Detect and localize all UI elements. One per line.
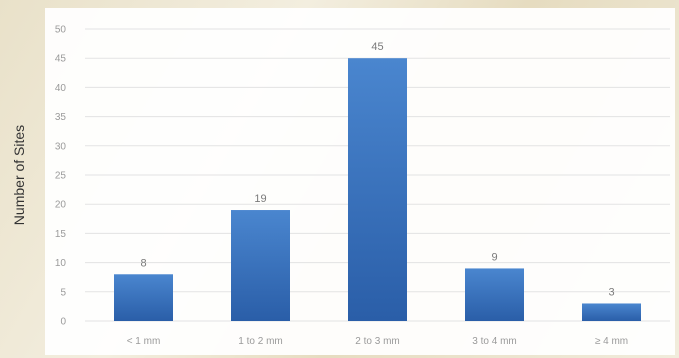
data-label: 19 (254, 193, 266, 205)
data-label: 3 (608, 286, 614, 298)
data-label: 9 (491, 251, 497, 263)
y-tick-label: 40 (55, 83, 67, 94)
y-tick-label: 30 (55, 141, 67, 152)
y-tick-labels: 0 5 10 15 20 25 30 35 40 45 50 (55, 25, 67, 328)
y-tick-label: 35 (55, 112, 67, 123)
bar (465, 268, 524, 321)
x-tick-label: 2 to 3 mm (355, 336, 399, 347)
data-label: 45 (371, 41, 383, 53)
y-tick-label: 45 (55, 54, 67, 65)
x-tick-label: < 1 mm (127, 336, 161, 347)
y-tick-label: 10 (55, 258, 67, 269)
y-tick-label: 25 (55, 171, 67, 182)
y-tick-label: 0 (60, 317, 66, 328)
x-tick-label: ≥ 4 mm (595, 336, 628, 347)
x-tick-label: 1 to 2 mm (238, 336, 282, 347)
y-tick-label: 15 (55, 229, 67, 240)
y-tick-label: 20 (55, 200, 67, 211)
x-tick-labels: < 1 mm 1 to 2 mm 2 to 3 mm 3 to 4 mm ≥ 4 mm (127, 336, 628, 347)
bar (231, 210, 290, 321)
x-tick-label: 3 to 4 mm (472, 336, 516, 347)
bar (582, 303, 641, 321)
bar (348, 58, 407, 321)
y-tick-label: 50 (55, 25, 67, 36)
bar (114, 274, 173, 321)
data-label: 8 (140, 257, 146, 269)
bars (114, 58, 641, 321)
y-tick-label: 5 (60, 287, 66, 298)
data-labels: 8 19 45 9 3 (140, 41, 614, 298)
